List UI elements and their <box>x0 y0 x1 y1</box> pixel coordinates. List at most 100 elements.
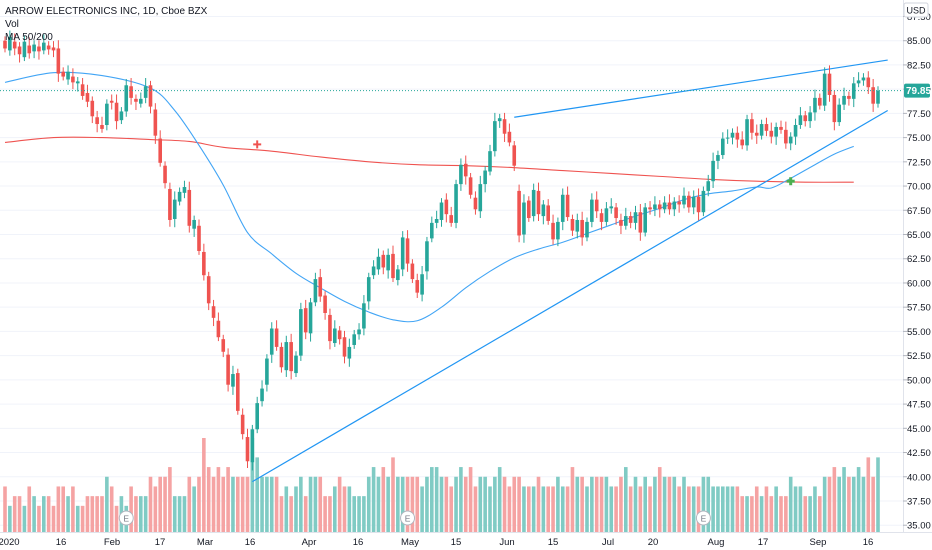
earnings-marker-circle[interactable] <box>695 510 711 526</box>
candle <box>624 207 628 230</box>
grid <box>0 15 903 526</box>
candle-body <box>177 191 182 202</box>
legend-title: ARROW ELECTRONICS INC, 1D, Cboe BZX <box>5 6 208 17</box>
candle-body <box>95 117 99 125</box>
candle-body <box>633 212 638 223</box>
earnings-marker[interactable]: E <box>400 510 416 526</box>
candle <box>745 114 749 151</box>
candle-body <box>17 46 22 55</box>
candle-body <box>289 342 293 372</box>
price-tick-label: 57.50 <box>907 303 931 314</box>
volume-bar <box>517 476 521 532</box>
candle <box>493 112 497 157</box>
earnings-marker-circle[interactable] <box>118 510 134 526</box>
candle <box>337 326 342 345</box>
volume-bar <box>333 486 337 532</box>
last-price-badge <box>904 83 930 98</box>
earnings-marker[interactable]: E <box>118 510 134 526</box>
candle-body <box>119 111 124 121</box>
candle-body <box>236 373 240 411</box>
candle-body <box>638 212 643 233</box>
time-tick-label: Mar <box>197 537 213 548</box>
ma200-path <box>4 136 854 183</box>
volume-bar <box>260 476 264 532</box>
price-tick-label: 42.50 <box>907 448 931 459</box>
candle-body <box>750 119 754 133</box>
candle <box>580 211 584 246</box>
volume-bar <box>105 476 109 532</box>
candle <box>95 110 99 133</box>
volume-bar <box>66 496 70 532</box>
volume-bar <box>667 476 672 532</box>
candle-body <box>362 303 366 329</box>
candle <box>779 120 783 134</box>
volume-bar <box>148 476 153 532</box>
volume-bar <box>255 457 259 532</box>
volume-bar <box>328 496 332 532</box>
candle <box>255 396 259 434</box>
candle <box>754 124 759 144</box>
candle-body <box>847 95 851 99</box>
volume-bar <box>158 476 162 532</box>
volume-bar <box>531 486 536 532</box>
candle-body <box>565 194 570 218</box>
candle <box>386 248 390 279</box>
candle-body <box>265 358 269 385</box>
candle <box>643 203 647 237</box>
candle-body <box>459 164 463 185</box>
candle-body <box>231 374 235 387</box>
candle <box>139 92 143 108</box>
volume-bar <box>226 467 230 532</box>
price-axis[interactable]: 35.00 37.50 40.00 42.50 45.00 47.50 50.00 52.50… <box>903 0 931 532</box>
candle-body <box>609 206 614 209</box>
candle-body <box>274 328 279 347</box>
candle-body <box>556 221 560 240</box>
trendlines[interactable] <box>252 59 889 483</box>
volume-bar <box>439 476 444 532</box>
candle-body <box>391 253 395 279</box>
volume-bar <box>318 476 323 532</box>
trendline[interactable] <box>252 109 889 483</box>
time-tick-label: 20 <box>648 537 659 548</box>
volume-bar <box>303 496 308 532</box>
candle <box>847 91 851 106</box>
candle-body <box>832 94 837 123</box>
price-tick-label: 52.50 <box>907 351 931 362</box>
candle <box>250 424 255 471</box>
candle-body <box>396 269 400 281</box>
candle <box>502 112 507 142</box>
candle-body <box>759 124 764 136</box>
candle <box>226 348 230 392</box>
candle <box>483 166 487 193</box>
candle-body <box>221 339 226 352</box>
candle <box>842 87 846 110</box>
candle <box>648 201 652 215</box>
volume-bar <box>430 467 434 532</box>
candle <box>691 190 696 215</box>
candle <box>711 152 715 188</box>
candle <box>197 219 201 255</box>
candle-body <box>124 85 129 112</box>
trendline[interactable] <box>514 59 888 118</box>
candle-body <box>342 337 347 357</box>
volume-bar <box>672 476 677 532</box>
candle-body <box>386 254 390 271</box>
volume-bar <box>507 486 512 532</box>
candle <box>177 187 182 206</box>
currency-button-frame[interactable] <box>903 2 929 18</box>
price-tick-label: 82.50 <box>907 60 931 71</box>
candle <box>434 210 439 229</box>
time-axis[interactable]: 2020 16 Feb 17 Mar 16 Apr 16 May 15 Jun 15 Jul 20 Aug 1… <box>0 532 932 549</box>
candle <box>221 334 226 358</box>
volume-bar <box>376 476 381 532</box>
earnings-marker-circle[interactable] <box>400 510 416 526</box>
candle-body <box>837 104 841 123</box>
candle-body <box>604 208 609 222</box>
volume-bar <box>551 486 555 532</box>
candle-body <box>512 145 517 166</box>
candle <box>66 65 70 85</box>
earnings-marker[interactable]: E <box>695 510 711 526</box>
currency-button[interactable]: USD <box>903 2 929 18</box>
